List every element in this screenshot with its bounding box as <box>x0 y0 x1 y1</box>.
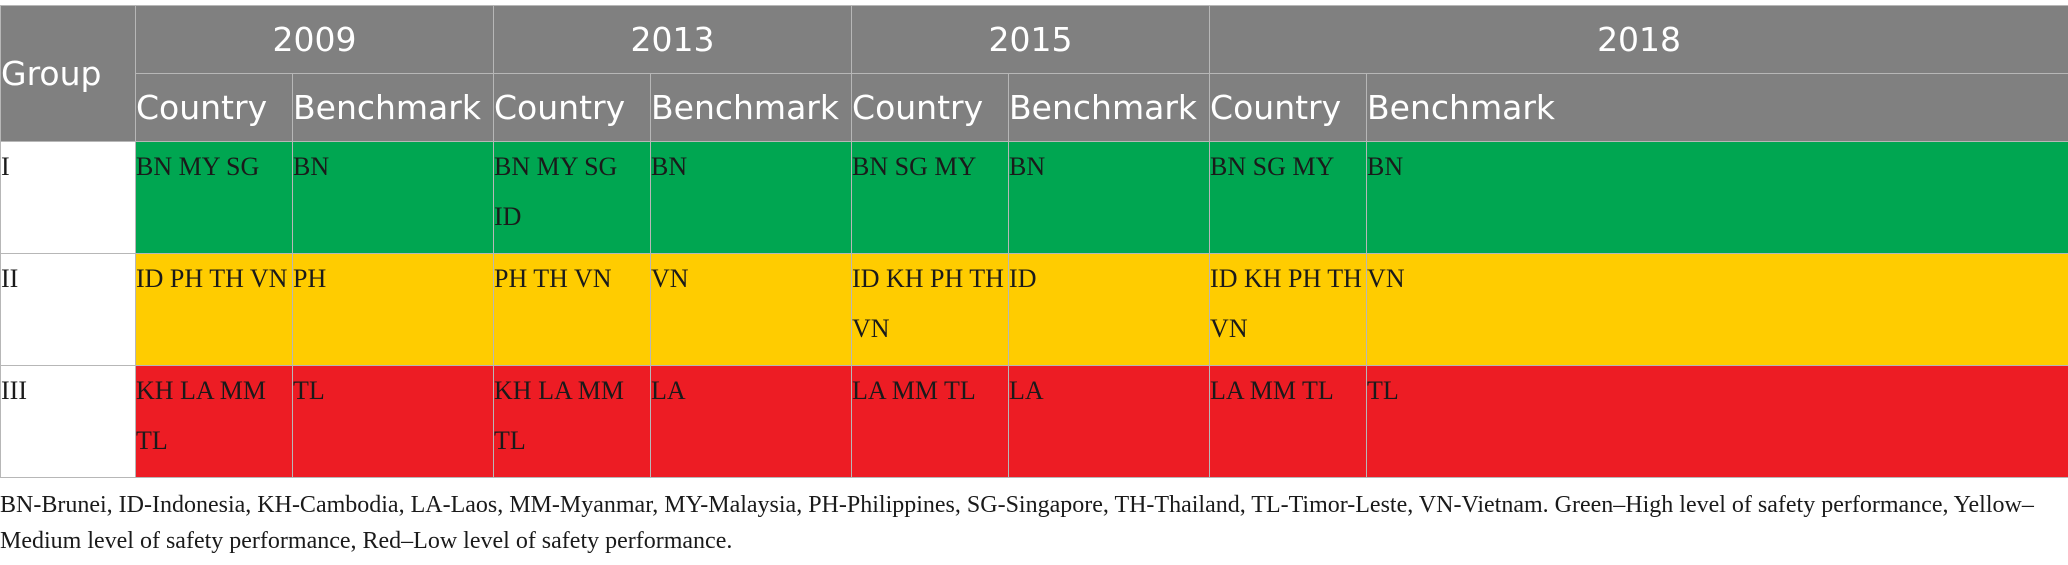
year-header: 2015 <box>851 5 1211 74</box>
table-row: III KH LA MM TL TL KH LA MM TL LA LA MM … <box>0 365 2068 478</box>
benchmark-cell: BN <box>1008 141 1211 254</box>
year-header: 2013 <box>493 5 853 74</box>
country-cell: ID KH PH TH VN <box>1209 253 1368 366</box>
benchmark-cell: LA <box>1008 365 1211 478</box>
benchmark-cell: TL <box>1366 365 2068 478</box>
country-cell: ID PH TH VN <box>135 253 293 366</box>
benchmark-cell: PH <box>291 253 495 366</box>
table-row: II ID PH TH VN PH PH TH VN VN ID KH PH T… <box>0 253 2068 366</box>
country-cell: BN MY SG <box>135 141 293 254</box>
country-column-header: Country <box>135 73 293 142</box>
benchmark-cell: VN <box>650 253 853 366</box>
country-cell: BN SG MY <box>1209 141 1368 254</box>
year-header: 2009 <box>134 5 495 74</box>
country-cell: LA MM TL <box>851 365 1010 478</box>
country-column-header: Country <box>493 73 652 142</box>
benchmark-cell: BN <box>291 141 495 254</box>
benchmark-cell: TL <box>291 365 495 478</box>
year-header: 2018 <box>1209 5 2068 74</box>
country-cell: KH LA MM TL <box>135 365 293 478</box>
benchmark-cell: BN <box>1366 141 2068 254</box>
country-cell: ID KH PH TH VN <box>851 253 1010 366</box>
group-label: II <box>0 253 136 366</box>
benchmark-column-header: Benchmark <box>1366 73 2068 142</box>
benchmark-cell: BN <box>650 141 853 254</box>
country-cell: PH TH VN <box>493 253 652 366</box>
benchmark-cell: VN <box>1366 253 2068 366</box>
country-column-header: Country <box>1209 73 1368 142</box>
country-cell: BN MY SG ID <box>493 141 652 254</box>
sub-header-row: Country Benchmark Country Benchmark Coun… <box>1 73 2068 142</box>
table-footnote: BN-Brunei, ID-Indonesia, KH-Cambodia, LA… <box>0 492 2034 554</box>
benchmark-column-header: Benchmark <box>650 73 853 142</box>
benchmark-cell: LA <box>650 365 853 478</box>
table-row: I BN MY SG BN BN MY SG ID BN BN SG MY BN… <box>0 141 2068 254</box>
country-cell: KH LA MM TL <box>493 365 652 478</box>
year-header-row: Group 2009 2013 2015 2018 <box>0 5 2068 142</box>
country-column-header: Country <box>851 73 1010 142</box>
benchmark-cell: ID <box>1008 253 1211 366</box>
safety-performance-table: Group 2009 2013 2015 2018 Country Benchm… <box>0 5 2068 478</box>
country-cell: BN SG MY <box>851 141 1010 254</box>
group-label: I <box>0 141 136 254</box>
group-column-header: Group <box>0 5 136 142</box>
country-cell: LA MM TL <box>1209 365 1368 478</box>
benchmark-column-header: Benchmark <box>1008 73 1211 142</box>
benchmark-column-header: Benchmark <box>291 73 495 142</box>
group-label: III <box>0 365 136 478</box>
